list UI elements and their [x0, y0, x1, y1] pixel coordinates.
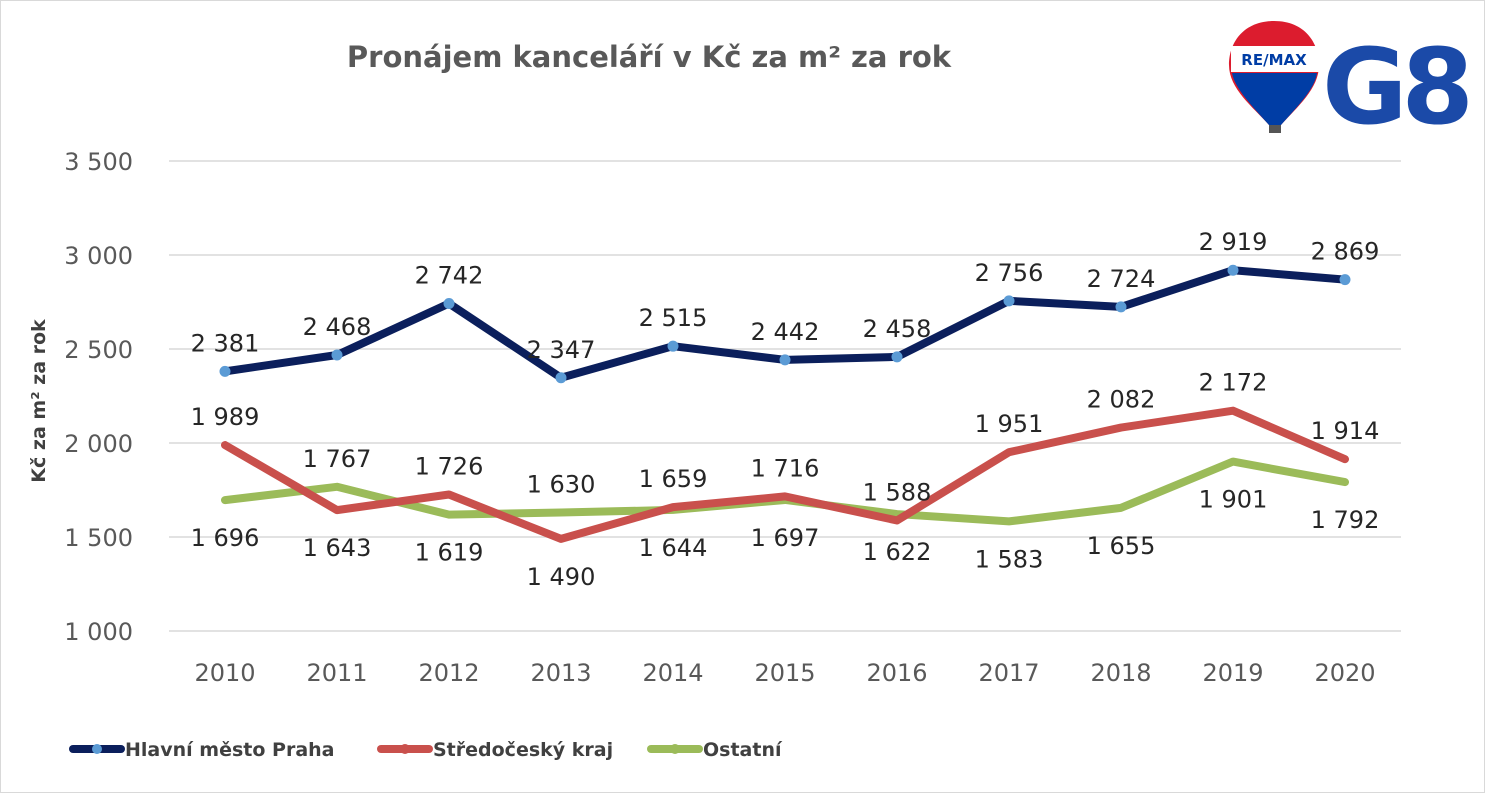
- g8-wordmark: G8: [1322, 26, 1468, 148]
- data-label: 1 490: [527, 563, 596, 591]
- x-axis-ticks: 2010 2011 2012 2013 2014 2015 2016 2017 2018 2019…: [194, 659, 1375, 687]
- remax-balloon-icon: RE/MAX: [1229, 21, 1319, 133]
- remax-wordmark: RE/MAX: [1241, 51, 1307, 69]
- data-point-marker: [443, 298, 455, 310]
- data-label: 2 381: [191, 329, 260, 357]
- data-labels: 2 381 2 468 2 742 2 347 2 515 2 442 2 458 2 756…: [191, 228, 1380, 591]
- data-point-marker: [1003, 295, 1015, 307]
- legend-label: Ostatní: [703, 739, 783, 761]
- remax-g8-logo: RE/MAX G8: [1229, 21, 1474, 148]
- y-tick-label: 2 000: [64, 430, 133, 458]
- data-label: 1 583: [975, 545, 1044, 573]
- y-tick-label: 2 500: [64, 336, 133, 364]
- data-label: 1 767: [303, 445, 372, 473]
- data-label: 1 792: [1311, 506, 1380, 534]
- data-point-marker: [891, 351, 903, 363]
- legend-marker: [400, 744, 410, 754]
- data-point-marker: [219, 365, 231, 377]
- data-label: 1 697: [751, 524, 820, 552]
- data-label: 1 588: [863, 478, 932, 506]
- x-tick-label: 2014: [642, 659, 703, 687]
- data-label: 2 458: [863, 315, 932, 343]
- data-label: 1 989: [191, 403, 260, 431]
- x-tick-label: 2020: [1314, 659, 1375, 687]
- legend-marker: [92, 744, 102, 754]
- data-label: 2 919: [1199, 228, 1268, 256]
- gridlines: [169, 160, 1401, 632]
- data-point-marker: [1115, 301, 1127, 313]
- legend-label: Středočeský kraj: [433, 739, 613, 761]
- y-axis-label: Kč za m² za rok: [28, 319, 50, 483]
- data-point-marker: [779, 354, 791, 366]
- data-label: 1 659: [639, 465, 708, 493]
- chart-title: Pronájem kanceláří v Kč za m² za rok: [347, 40, 952, 74]
- data-label: 2 442: [751, 318, 820, 346]
- y-tick-label: 3 500: [64, 148, 133, 176]
- data-label: 2 172: [1199, 369, 1268, 397]
- legend-label: Hlavní město Praha: [125, 739, 334, 761]
- data-point-marker: [331, 349, 343, 361]
- data-label: 1 644: [639, 534, 708, 562]
- x-tick-label: 2011: [306, 659, 367, 687]
- x-tick-label: 2019: [1202, 659, 1263, 687]
- y-tick-label: 1 500: [64, 524, 133, 552]
- series-lines: [219, 264, 1351, 543]
- x-tick-label: 2016: [866, 659, 927, 687]
- data-label: 1 951: [975, 410, 1044, 438]
- data-label: 1 655: [1087, 532, 1156, 560]
- data-point-marker: [1339, 274, 1351, 286]
- y-tick-label: 1 000: [64, 618, 133, 646]
- data-label: 1 619: [415, 539, 484, 567]
- data-label: 2 347: [527, 336, 596, 364]
- x-tick-label: 2013: [530, 659, 591, 687]
- data-label: 1 901: [1199, 486, 1268, 514]
- data-point-marker: [555, 372, 567, 384]
- data-label: 1 726: [415, 453, 484, 481]
- series-line-1: [221, 406, 1349, 543]
- x-tick-label: 2017: [978, 659, 1039, 687]
- y-tick-label: 3 000: [64, 242, 133, 270]
- data-label: 1 914: [1311, 417, 1380, 445]
- data-label: 2 724: [1087, 265, 1156, 293]
- data-point-marker: [1227, 264, 1239, 276]
- x-tick-label: 2012: [418, 659, 479, 687]
- data-label: 2 082: [1087, 386, 1156, 414]
- data-label: 2 468: [303, 313, 372, 341]
- data-label: 1 643: [303, 534, 372, 562]
- data-label: 2 756: [975, 259, 1044, 287]
- data-label: 2 515: [639, 304, 708, 332]
- data-label: 1 630: [527, 471, 596, 499]
- data-label: 1 622: [863, 538, 932, 566]
- data-label: 1 716: [751, 454, 820, 482]
- data-label: 2 742: [415, 262, 484, 290]
- data-point-marker: [667, 340, 679, 352]
- data-label: 2 869: [1311, 238, 1380, 266]
- x-tick-label: 2018: [1090, 659, 1151, 687]
- legend: Hlavní město Praha Středočeský kraj Ostatn…: [69, 739, 783, 761]
- x-tick-label: 2015: [754, 659, 815, 687]
- y-axis-ticks: 1 000 1 500 2 000 2 500 3 000 3 500: [64, 148, 133, 646]
- legend-marker: [670, 744, 680, 754]
- x-tick-label: 2010: [194, 659, 255, 687]
- data-label: 1 696: [191, 524, 260, 552]
